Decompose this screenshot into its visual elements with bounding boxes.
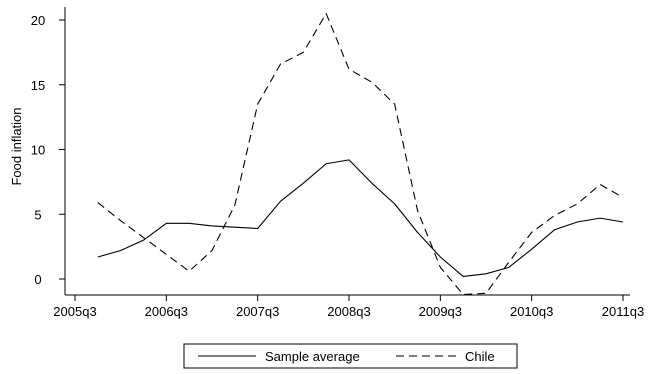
series-lines (97, 12, 624, 296)
y-axis-title: Food inflation (9, 107, 24, 185)
x-tick-label: 2011q3 (602, 304, 644, 319)
y-tick-label: 5 (34, 207, 41, 222)
x-tick-label: 2009q3 (419, 304, 462, 319)
x-tick-label: 2007q3 (236, 304, 279, 319)
y-tick-label: 15 (31, 78, 45, 93)
x-tick-label: 2008q3 (327, 304, 370, 319)
axes: 0 5 10 15 20 2005q3 2006q3 2007q3 2008q3 2009q3 20… (9, 7, 644, 319)
legend-label-sample-average: Sample average (265, 349, 360, 364)
x-tick-label: 2010q3 (510, 304, 553, 319)
legend: Sample average Chile (183, 343, 518, 369)
x-tick-label: 2006q3 (145, 304, 188, 319)
legend-label-chile: Chile (465, 349, 495, 364)
y-tick-label: 10 (31, 143, 45, 158)
y-tick-label: 20 (31, 13, 45, 28)
x-tick-label: 2005q3 (53, 304, 96, 319)
series-line-chile (97, 12, 624, 296)
series-line-sample-average (97, 159, 624, 277)
y-tick-label: 0 (34, 272, 41, 287)
